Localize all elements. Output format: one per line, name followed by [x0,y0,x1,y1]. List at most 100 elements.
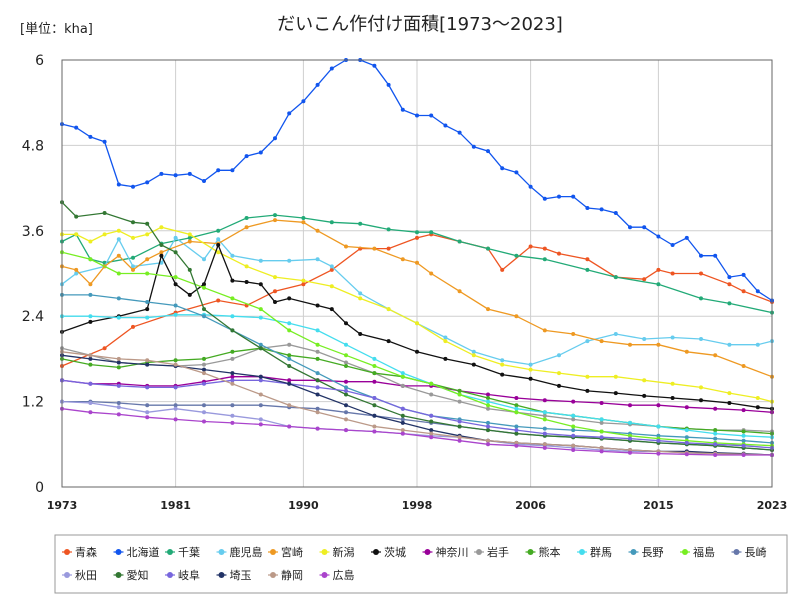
data-point [415,113,419,118]
data-point [486,246,490,251]
data-point [202,381,206,386]
data-point [571,424,576,429]
data-point [344,403,348,408]
legend-item: 長野 [628,546,664,559]
data-point [116,228,121,233]
data-point [684,405,689,410]
data-point [88,381,93,386]
data-point [202,307,206,312]
data-point [471,349,476,354]
legend-item: 熊本 [525,545,561,559]
data-point [344,379,348,384]
data-point [500,362,505,367]
data-point [755,342,760,347]
legend-label: 新潟 [333,545,355,559]
y-tick-label: 1.2 [22,395,44,411]
data-point [415,230,419,235]
legend-swatch [321,549,328,555]
series-line [61,376,773,413]
data-point [187,171,192,176]
data-point [727,391,732,396]
data-point [116,365,121,370]
data-point [486,396,490,400]
legend-swatch [115,572,122,578]
data-point [457,438,462,443]
data-point [230,253,235,258]
data-point [599,445,604,450]
legend-item: 新潟 [319,545,355,559]
series-line [61,251,773,447]
data-point [344,360,348,365]
legend-swatch [115,549,122,555]
data-point [457,239,462,244]
data-point [557,194,561,199]
data-point [386,246,391,251]
data-point [88,353,93,358]
legend-label: 埼玉 [230,568,252,582]
x-tick-label: 2015 [643,499,674,512]
data-point [287,111,292,116]
plot-frame [61,59,773,488]
data-point [173,312,178,317]
data-point [258,258,263,263]
data-point [642,225,647,230]
data-point [699,337,703,341]
data-point [230,403,235,408]
data-point [741,443,746,448]
data-point [329,284,334,289]
data-point [244,216,249,220]
data-point [642,337,647,341]
legend-item: 宮崎 [268,545,303,559]
data-point [486,428,490,433]
data-point [386,307,391,312]
data-point [400,431,405,436]
data-point [116,383,121,388]
data-point [613,275,618,280]
data-point [457,435,462,440]
legend-item: 千葉 [165,545,200,559]
data-point [415,260,419,265]
data-point [713,253,718,258]
legend-swatch [476,549,482,555]
data-point [613,374,618,379]
legend-item: 秋田 [62,568,97,582]
data-point [486,424,490,429]
y-tick-label: 2.4 [22,309,44,325]
data-point [486,392,490,397]
data-point [301,220,306,225]
data-point [273,213,277,218]
data-point [344,364,348,368]
data-point [741,364,746,368]
data-point [400,420,405,425]
data-point [329,267,334,272]
data-point [699,271,703,276]
data-point [386,82,391,87]
data-point [258,342,263,347]
legend-swatch [218,549,225,555]
data-point [344,392,348,397]
x-tick-label: 1981 [160,499,191,512]
data-point [741,429,746,434]
data-point [74,271,79,276]
data-point [429,419,434,424]
data-point [358,221,363,226]
data-point [372,364,377,368]
data-point [699,253,703,258]
data-point [230,328,235,333]
data-point [429,271,434,276]
data-point [528,367,533,372]
series-北海道 [60,58,774,303]
data-point [74,267,79,272]
data-point [173,275,178,280]
data-point [315,303,320,308]
data-point [344,342,348,347]
data-point [202,285,206,290]
data-point [557,383,561,388]
data-point [443,123,448,128]
data-point [287,381,292,386]
legend-label: 静岡 [281,568,303,582]
data-point [173,250,178,255]
data-point [528,244,533,249]
data-point [542,257,547,262]
data-point [102,346,107,351]
